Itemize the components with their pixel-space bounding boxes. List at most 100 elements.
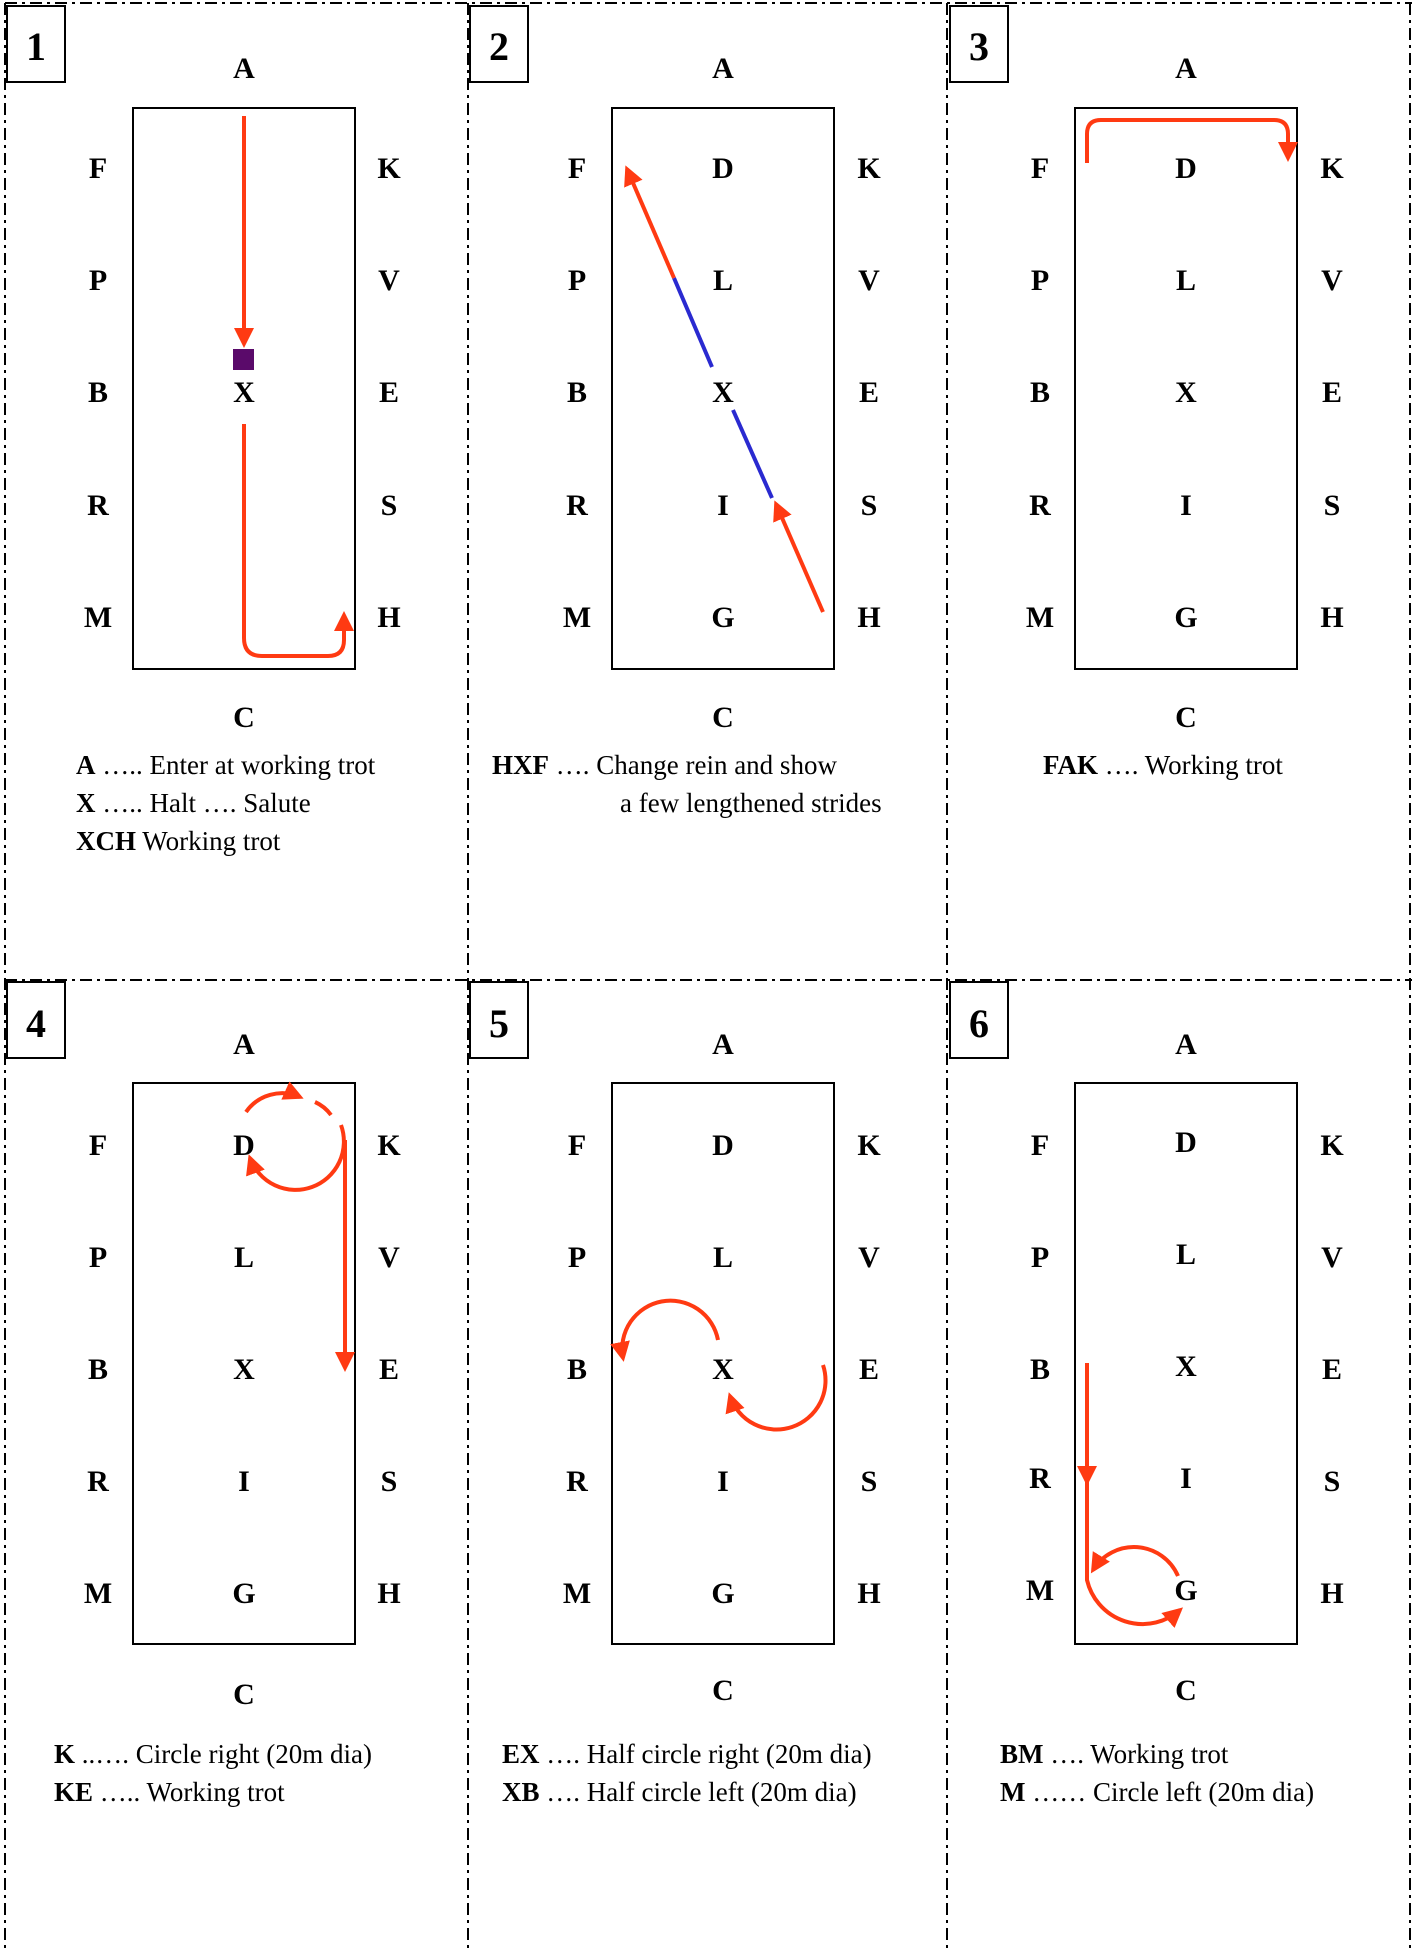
letter-center: G <box>711 601 734 634</box>
letter-left: R <box>566 489 588 522</box>
panel-number-box <box>949 5 1009 83</box>
letter-right: V <box>378 1241 400 1274</box>
letter-right: H <box>1320 1577 1343 1610</box>
letter-left: F <box>568 152 586 185</box>
description-line: M …… Circle left (20m dia) <box>1000 1777 1314 1807</box>
letter-right: K <box>857 1129 881 1162</box>
arena <box>132 1082 356 1645</box>
letter-center: I <box>1180 489 1192 522</box>
panel-3: 3 A C F P B R M D L X I G K V E S H FAK … <box>949 5 1344 780</box>
path-x-c-h <box>242 424 354 658</box>
description-line: KE ….. Working trot <box>54 1777 285 1807</box>
panel-number: 6 <box>969 1001 989 1046</box>
letter-left: B <box>567 1353 587 1386</box>
letter-center: G <box>1174 601 1197 634</box>
letter-center: L <box>713 1241 733 1274</box>
letter-bottom: C <box>233 701 255 734</box>
panel-number-box <box>6 5 66 83</box>
letter-left: M <box>563 601 591 634</box>
letter-center: D <box>1175 152 1197 185</box>
letter-left: R <box>1029 1462 1051 1495</box>
letter-right: E <box>379 1353 399 1386</box>
letter-left: F <box>1031 152 1049 185</box>
letter-right: H <box>857 1577 880 1610</box>
letter-left: P <box>89 1241 107 1274</box>
letter-right: S <box>381 489 398 522</box>
path-circle-right <box>246 1124 346 1192</box>
path-lengthen-segment <box>672 277 714 368</box>
letter-right: H <box>377 1577 400 1610</box>
letter-right: V <box>378 264 400 297</box>
letter-right: S <box>1324 1465 1341 1498</box>
letter-left: M <box>84 1577 112 1610</box>
letter-center: G <box>232 1577 255 1610</box>
letter-right: S <box>861 1465 878 1498</box>
letter-left: B <box>1030 376 1050 409</box>
letter-bottom: C <box>1175 1674 1197 1707</box>
arena <box>132 107 356 670</box>
letter-right: K <box>1320 152 1344 185</box>
letter-top: A <box>233 52 255 85</box>
letter-left: B <box>567 376 587 409</box>
panel-6: 6 A C F P B R M D L X I G K V E S H BM …… <box>949 981 1344 1807</box>
letter-left: M <box>84 601 112 634</box>
letter-bottom: C <box>1175 701 1197 734</box>
letter-center: D <box>712 1129 734 1162</box>
letter-right: E <box>859 1353 879 1386</box>
letter-right: H <box>1320 601 1343 634</box>
letter-center: G <box>1174 1574 1197 1607</box>
letter-left: B <box>1030 1353 1050 1386</box>
letter-center: I <box>717 1465 729 1498</box>
letter-left: P <box>568 264 586 297</box>
letter-center: I <box>717 489 729 522</box>
letter-right: V <box>858 1241 880 1274</box>
description-line: BM …. Working trot <box>1000 1739 1229 1769</box>
letter-center: L <box>1176 1238 1196 1271</box>
panel-4: 4 A C F P B R M D L X I G K V E S H K ..… <box>6 981 401 1807</box>
letter-left: M <box>563 1577 591 1610</box>
path-circle-right <box>314 1100 333 1117</box>
description-line: HXF …. Change rein and show <box>492 750 837 780</box>
letter-center: G <box>711 1577 734 1610</box>
letter-top: A <box>233 1028 255 1061</box>
letter-right: H <box>857 601 880 634</box>
letter-center: L <box>713 264 733 297</box>
letter-top: A <box>1175 1028 1197 1061</box>
letter-center: X <box>712 1353 734 1386</box>
letter-bottom: C <box>233 1678 255 1711</box>
panel-number-box <box>949 981 1009 1059</box>
path-h-segment <box>773 500 825 613</box>
letter-left: F <box>89 152 107 185</box>
letter-center: X <box>233 376 255 409</box>
letter-right: E <box>1322 1353 1342 1386</box>
letter-center: X <box>712 376 734 409</box>
path-circle-right <box>244 1081 304 1114</box>
panel-number: 1 <box>26 24 46 69</box>
letter-right: K <box>377 1129 401 1162</box>
letter-left: F <box>568 1129 586 1162</box>
letter-left: P <box>89 264 107 297</box>
letter-bottom: C <box>712 1674 734 1707</box>
letter-right: K <box>857 152 881 185</box>
letter-right: V <box>1321 264 1343 297</box>
letter-right: E <box>859 376 879 409</box>
letter-right: S <box>861 489 878 522</box>
panel-number: 4 <box>26 1001 46 1046</box>
description-line: X ….. Halt …. Salute <box>76 788 311 818</box>
letter-top: A <box>712 52 734 85</box>
letter-left: B <box>88 1353 108 1386</box>
letter-left: M <box>1026 601 1054 634</box>
panel-number-box <box>6 981 66 1059</box>
letter-center: D <box>712 152 734 185</box>
letter-right: V <box>1321 1241 1343 1274</box>
letter-left: P <box>568 1241 586 1274</box>
panel-number: 2 <box>489 24 509 69</box>
letter-left: P <box>1031 1241 1049 1274</box>
arena <box>1074 107 1298 670</box>
letter-left: B <box>88 376 108 409</box>
panel-number: 3 <box>969 24 989 69</box>
path-f-segment <box>624 165 676 279</box>
letter-right: E <box>379 376 399 409</box>
panel-number-box <box>469 5 529 83</box>
